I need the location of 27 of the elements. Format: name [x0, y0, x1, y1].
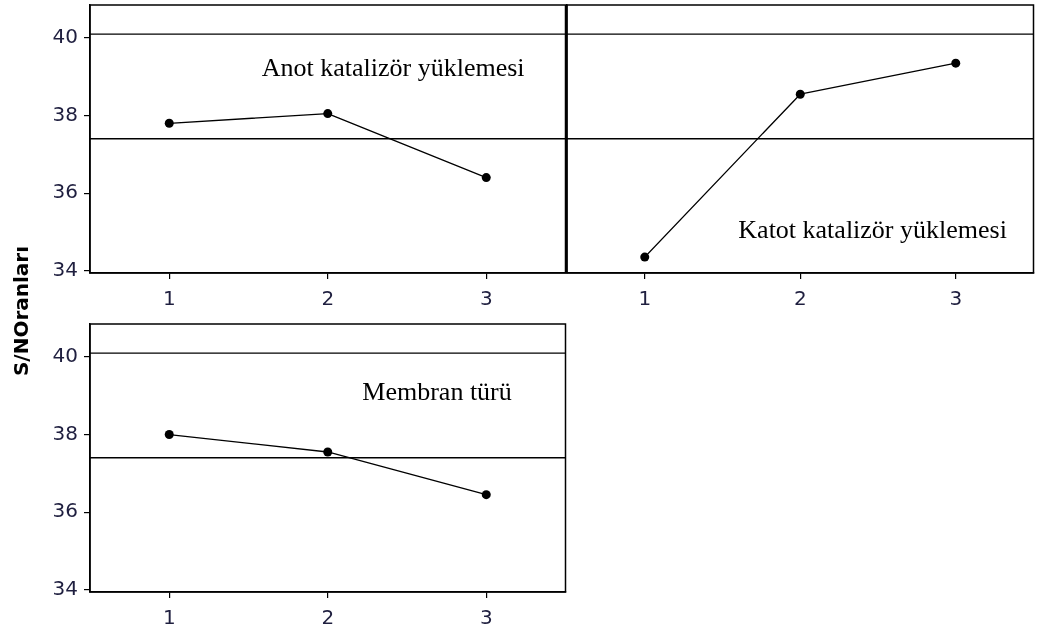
y-tick-label: 34 [52, 575, 78, 600]
y-tick-label: 38 [52, 101, 78, 126]
x-tick-label: 3 [949, 286, 963, 311]
x-tick-label: 2 [321, 286, 335, 311]
x-tick-label: 1 [162, 286, 176, 311]
y-tick-label: 38 [52, 420, 78, 445]
x-tick-label: 1 [638, 286, 652, 311]
point [481, 490, 491, 500]
text: Katot katalizör yüklemesi [738, 214, 1007, 244]
y-tick-label: 40 [52, 24, 78, 49]
x-tick-label: 3 [479, 605, 493, 630]
x-tick-label: 2 [321, 605, 335, 630]
x-tick-label: 1 [162, 605, 176, 630]
y-tick-label: 36 [52, 498, 78, 523]
point [323, 109, 333, 119]
text: Membran türü [362, 376, 512, 406]
point [164, 118, 174, 128]
text: Anot katalizör yüklemesi [261, 52, 525, 82]
y-tick-label: 34 [52, 256, 78, 281]
point [481, 173, 491, 183]
y-tick-label: 36 [52, 179, 78, 204]
x-tick-label: 2 [793, 286, 807, 311]
point [164, 430, 174, 440]
x-tick-label: 3 [479, 286, 493, 311]
y-tick-label: 40 [52, 343, 78, 368]
y-axis-title: S/NOranları [9, 245, 33, 377]
point [323, 447, 333, 457]
